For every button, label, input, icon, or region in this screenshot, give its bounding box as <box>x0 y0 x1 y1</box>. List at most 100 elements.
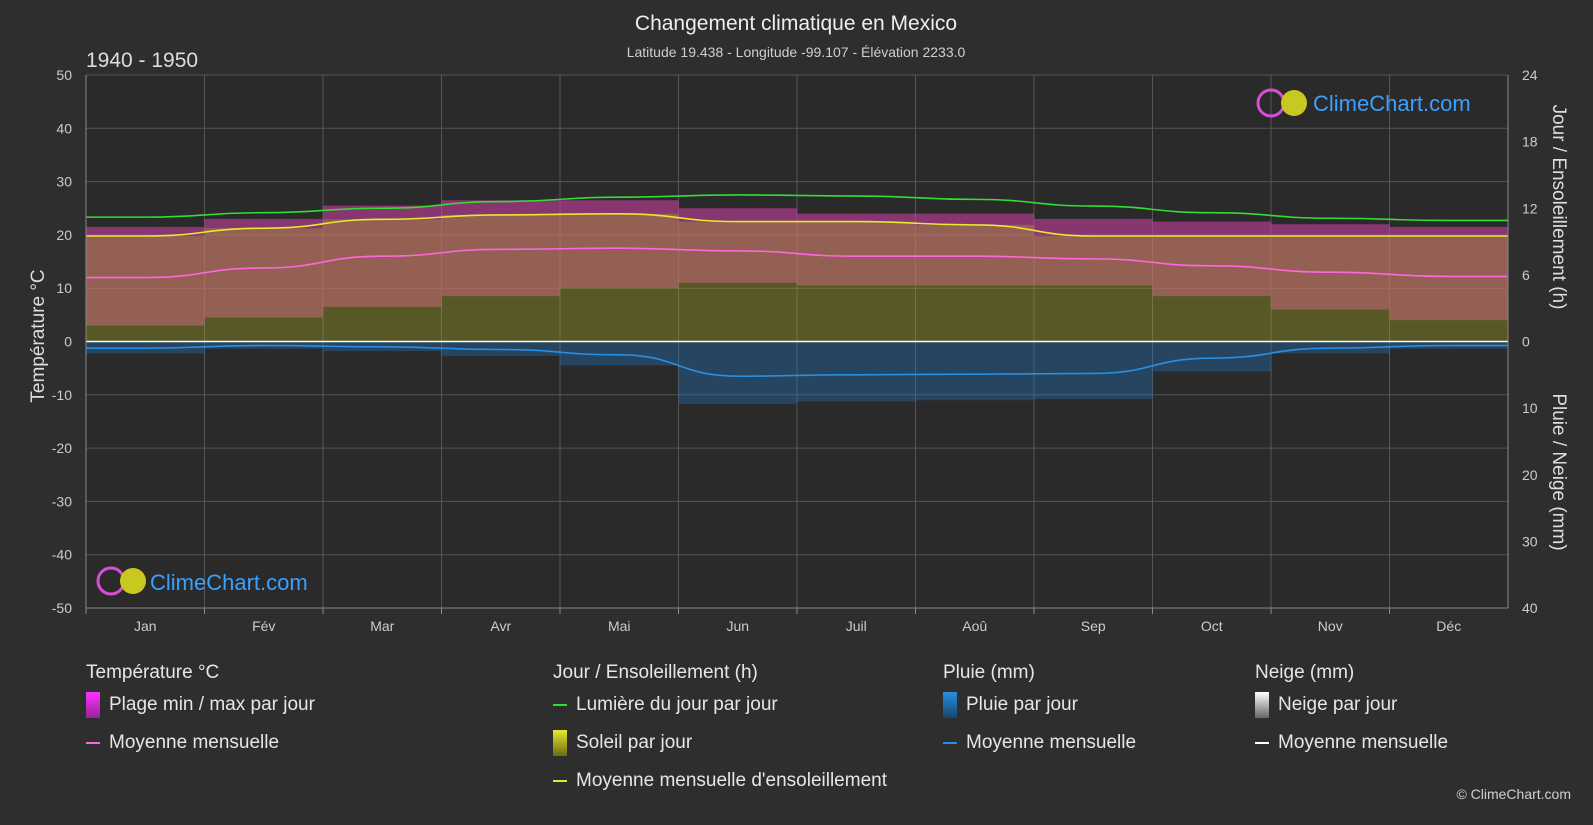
legend-label: Moyenne mensuelle <box>966 732 1137 753</box>
sunshine-bar <box>1152 236 1271 342</box>
swatch-rain <box>943 692 957 718</box>
legend-label: Neige par jour <box>1278 694 1398 715</box>
legend-item: Moyenne mensuelle d'ensoleillement <box>553 762 887 800</box>
logo-sun-icon <box>1281 90 1307 116</box>
legend-label: Moyenne mensuelle <box>1278 732 1449 753</box>
period-label: 1940 - 1950 <box>86 49 198 72</box>
temp-mean-line <box>85 247 1508 279</box>
swatch-temp-mean <box>86 742 100 744</box>
swatch-snow-mean <box>1255 742 1269 744</box>
legend-item: Moyenne mensuelle <box>943 724 1136 762</box>
legend-item: Neige par jour <box>1255 686 1448 724</box>
swatch-snow <box>1255 692 1269 718</box>
sunshine-bar <box>1389 236 1508 342</box>
y-left-tick-label: 40 <box>56 120 72 136</box>
sunshine-area <box>86 213 1508 342</box>
logo-top: ClimeChart.com <box>1256 88 1471 118</box>
legend-item: Lumière du jour par jour <box>553 686 887 724</box>
legend-group-sun: Jour / Ensoleillement (h) Lumière du jou… <box>553 660 887 800</box>
y-left-axis-title: Température °C <box>28 269 49 402</box>
sunshine-bar <box>797 221 916 342</box>
swatch-rain-mean <box>943 742 957 744</box>
x-tick-label: Déc <box>1436 618 1461 634</box>
y-right-bottom-tick-label: 30 <box>1522 533 1538 549</box>
legend-label: Lumière du jour par jour <box>576 694 778 715</box>
rain-bar <box>915 341 1034 401</box>
y-left-tick-label: -30 <box>52 493 72 509</box>
temp-range-bar <box>678 208 797 283</box>
legend-title: Température °C <box>86 662 220 683</box>
x-tick-label: Nov <box>1318 618 1343 634</box>
y-right-top-tick-label: 6 <box>1522 267 1530 283</box>
chart-title: Changement climatique en Mexico <box>635 12 957 35</box>
y-right-top-tick-label: 18 <box>1522 134 1538 150</box>
legend-title: Neige (mm) <box>1255 662 1355 683</box>
y-right-top-tick-label: 12 <box>1522 200 1538 216</box>
legend-label: Soleil par jour <box>576 732 693 753</box>
y-right-bottom-tick-label: 40 <box>1522 600 1538 616</box>
rain-bar <box>560 341 679 366</box>
sunshine-bar <box>1034 236 1153 342</box>
y-left-tick-label: 0 <box>64 334 72 350</box>
swatch-sunshine <box>553 730 567 756</box>
legend-title: Jour / Ensoleillement (h) <box>553 662 758 683</box>
legend-item: Pluie par jour <box>943 686 1136 724</box>
logo-text: ClimeChart.com <box>1313 91 1471 116</box>
legend-label: Moyenne mensuelle <box>109 732 280 753</box>
x-tick-label: Oct <box>1201 618 1223 634</box>
y-left-tick-label: -50 <box>52 600 72 616</box>
series-lines <box>85 194 1508 377</box>
temp-range-bar <box>1152 221 1271 297</box>
logo-text: ClimeChart.com <box>150 570 308 595</box>
y-left-tick-label: 30 <box>56 174 72 190</box>
axes: 50 40 30 20 10 0 -10 -20 -30 -40 -50 24 18 12 6 0 10 20 30… <box>52 67 1538 634</box>
legend-item: Plage min / max par jour <box>86 686 315 724</box>
x-tick-label: Aoû <box>962 618 987 634</box>
sunshine-bar <box>1271 236 1390 342</box>
temp-range-bar <box>1271 224 1390 310</box>
chart-subtitle: Latitude 19.438 - Longitude -99.107 - Él… <box>627 44 966 60</box>
x-tick-label: Fév <box>252 618 275 634</box>
y-right-bottom-tick-label: 20 <box>1522 467 1538 483</box>
climate-chart: Changement climatique en Mexico Latitude… <box>28 12 1569 634</box>
y-right-top-axis-title: Jour / Ensoleillement (h) <box>1548 105 1569 310</box>
swatch-sunshine-mean <box>553 780 567 782</box>
y-left-tick-label: -10 <box>52 387 72 403</box>
legend-group-rain: Pluie (mm) Pluie par jour Moyenne mensue… <box>943 660 1136 762</box>
y-right-top-tick-label: 24 <box>1522 67 1538 83</box>
rain-bar <box>678 341 797 404</box>
y-right-bottom-axis-title: Pluie / Neige (mm) <box>1548 393 1569 550</box>
swatch-temp-range <box>86 692 100 718</box>
y-left-tick-label: -40 <box>52 547 72 563</box>
legend-item: Moyenne mensuelle <box>1255 724 1448 762</box>
temp-range-bar <box>1389 226 1508 321</box>
swatch-daylight <box>553 704 567 706</box>
logo-sun-icon <box>120 568 146 594</box>
x-tick-label: Mai <box>608 618 631 634</box>
y-left-tick-label: 20 <box>56 227 72 243</box>
legend: Température °C Plage min / max par jour … <box>0 660 1593 820</box>
rain-bar <box>797 341 916 402</box>
temperature-range-area <box>86 200 1508 326</box>
legend-label: Plage min / max par jour <box>109 694 315 715</box>
sunshine-bar <box>560 213 679 342</box>
x-tick-label: Juil <box>846 618 867 634</box>
daylight-line <box>85 194 1508 222</box>
y-left-tick-label: -20 <box>52 440 72 456</box>
legend-group-temperature: Température °C Plage min / max par jour … <box>86 660 315 762</box>
x-tick-label: Mar <box>370 618 394 634</box>
copyright: © ClimeChart.com <box>1456 786 1571 802</box>
legend-item: Moyenne mensuelle <box>86 724 315 762</box>
sunshine-mean-line <box>85 213 1508 237</box>
temp-range-bar <box>797 213 916 286</box>
x-tick-label: Jan <box>134 618 157 634</box>
y-right-top-tick-label: 0 <box>1522 334 1530 350</box>
x-tick-label: Avr <box>490 618 511 634</box>
legend-title: Pluie (mm) <box>943 662 1035 683</box>
legend-item: Soleil par jour <box>553 724 887 762</box>
y-left-tick-label: 10 <box>56 280 72 296</box>
y-right-bottom-tick-label: 10 <box>1522 400 1538 416</box>
sunshine-bar <box>204 228 323 342</box>
sunshine-bar <box>915 224 1034 342</box>
sunshine-bar <box>323 219 442 342</box>
